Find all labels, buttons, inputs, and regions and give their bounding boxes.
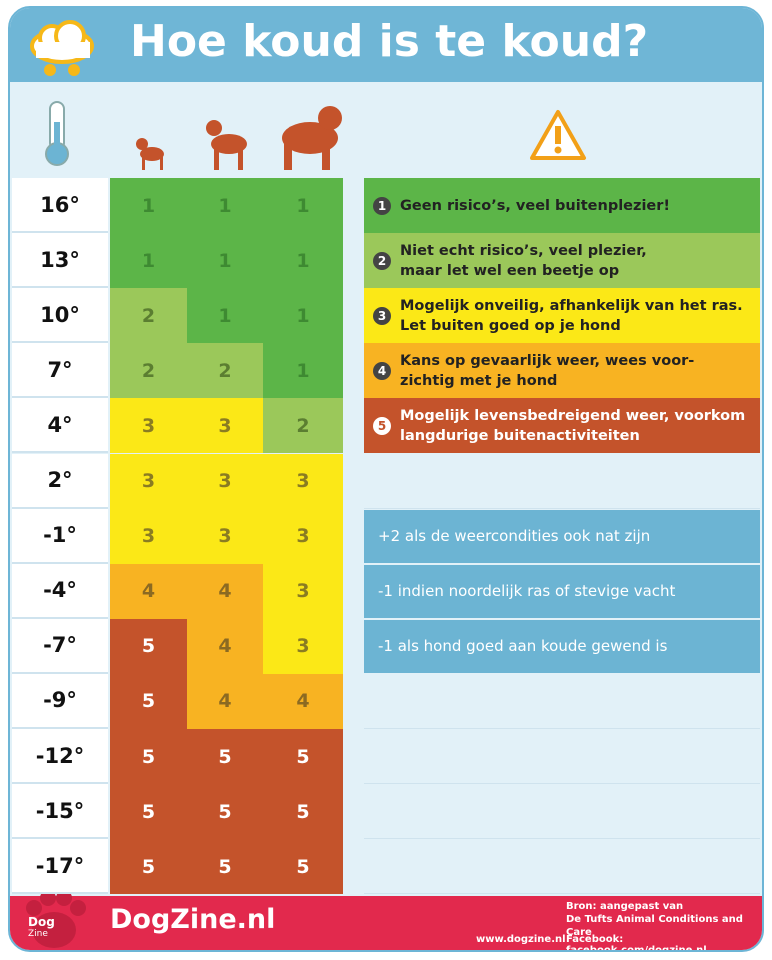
legend-line: Niet echt risico’s, veel plezier, [400,242,647,259]
title: Hoe koud is te koud? [130,16,649,67]
risk-cell: 5 [263,784,343,840]
logo-word: Zine [28,929,48,939]
risk-cell: 4 [263,673,343,729]
risk-cell: 5 [187,839,263,895]
logo-text: Dog Zine [28,916,55,940]
blank-row [364,839,760,895]
risk-cell: 3 [187,508,263,564]
risk-cell: 2 [187,343,263,399]
risk-cell: 3 [263,453,343,509]
warning-icon [530,110,586,160]
source-line: De Tufts Animal Conditions and Care [566,914,743,938]
risk-cell: 1 [263,288,343,344]
legend-line: Let buiten goed op je hond [400,317,621,334]
source-line: Bron: aangepast van [566,901,684,912]
legend-line: langdurige buitenactiviteiten [400,427,640,444]
risk-cell: 3 [263,508,343,564]
risk-cell: 3 [263,563,343,619]
legend-item: 2 Niet echt risico’s, veel plezier, maar l… [364,233,760,289]
risk-cell: 5 [263,839,343,895]
risk-cell: 5 [110,729,187,785]
risk-cell: 5 [187,729,263,785]
legend-number: 3 [373,306,391,325]
legend-line: zichtig met je hond [400,372,558,389]
risk-cell: 1 [187,288,263,344]
logo-word: Dog [28,915,55,929]
risk-cell: 1 [263,343,343,399]
risk-cell: 5 [110,618,187,674]
blank-row [364,454,760,509]
header [10,8,762,82]
website: www.dogzine.nl [476,934,566,945]
footer [10,896,762,950]
risk-cell: 5 [110,784,187,840]
legend-number: 2 [373,251,391,270]
temperature: 2° [12,453,108,509]
risk-cell: 1 [110,178,187,234]
legend-line: Mogelijk onveilig, afhankelijk van het r… [400,297,743,314]
legend-line: Kans op gevaarlijk weer, wees voor- [400,352,695,369]
risk-cell: 4 [110,563,187,619]
risk-cell: 3 [110,398,187,454]
legend-line: Geen risico’s, veel buitenplezier! [400,197,671,214]
risk-cell: 3 [110,453,187,509]
risk-cell: 3 [187,398,263,454]
risk-cell: 1 [187,178,263,234]
risk-cell: 2 [263,398,343,454]
legend-number: 5 [373,416,391,435]
risk-cell: 2 [110,343,187,399]
temperature: 16° [12,178,108,234]
cloud-icon [30,20,94,76]
risk-cell: 5 [110,839,187,895]
brand: DogZine.nl [110,904,276,935]
dog-icons [136,106,342,170]
risk-cell: 3 [263,618,343,674]
temperature: -4° [12,563,108,619]
legend-item: 4 Kans op gevaarlijk weer, wees voor-zich… [364,343,760,399]
risk-cell: 5 [187,784,263,840]
risk-cell: 1 [263,233,343,289]
legend-line: maar let wel een beetje op [400,262,620,279]
legend-item: 3 Mogelijk onveilig, afhankelijk van het … [364,288,760,344]
temperature: 4° [12,398,108,454]
temperature: -7° [12,618,108,674]
risk-cell: 3 [187,453,263,509]
risk-cell: 1 [263,178,343,234]
temperature: -1° [12,508,108,564]
risk-cell: 3 [110,508,187,564]
legend-item: 5 Mogelijk levensbedreigend weer, voorkom… [364,398,760,454]
temperature: -12° [12,729,108,785]
legend-line: Mogelijk levensbedreigend weer, voorkom [400,407,746,424]
legend-number: 1 [373,196,391,215]
note: +2 als de weercondities ook nat zijn [364,509,760,563]
temperature: -15° [12,784,108,840]
temperature: 7° [12,343,108,399]
note: -1 als hond goed aan koude gewend is [364,619,760,673]
blank-row [364,729,760,785]
risk-cell: 4 [187,618,263,674]
risk-cell: 4 [187,563,263,619]
blank-row [364,674,760,729]
blank-row [364,784,760,840]
risk-cell: 4 [187,673,263,729]
temperature: -9° [12,673,108,729]
risk-cell: 1 [110,233,187,289]
facebook: Facebook: facebook.com/dogzine.nl [566,934,707,952]
infographic: Hoe koud is te koud? Dog Zine DogZine.nl… [8,6,764,952]
note: -1 indien noordelijk ras of stevige vach… [364,564,760,618]
risk-cell: 1 [187,233,263,289]
legend-number: 4 [373,361,391,380]
risk-cell: 5 [263,729,343,785]
thermometer-icon [45,101,69,166]
source: Bron: aangepast van De Tufts Animal Cond… [566,900,762,939]
risk-cell: 2 [110,288,187,344]
temperature: 10° [12,288,108,344]
temperature: -17° [12,839,108,895]
legend-item: 1 Geen risico’s, veel buitenplezier! [364,178,760,234]
temperature: 13° [12,233,108,289]
risk-cell: 5 [110,673,187,729]
